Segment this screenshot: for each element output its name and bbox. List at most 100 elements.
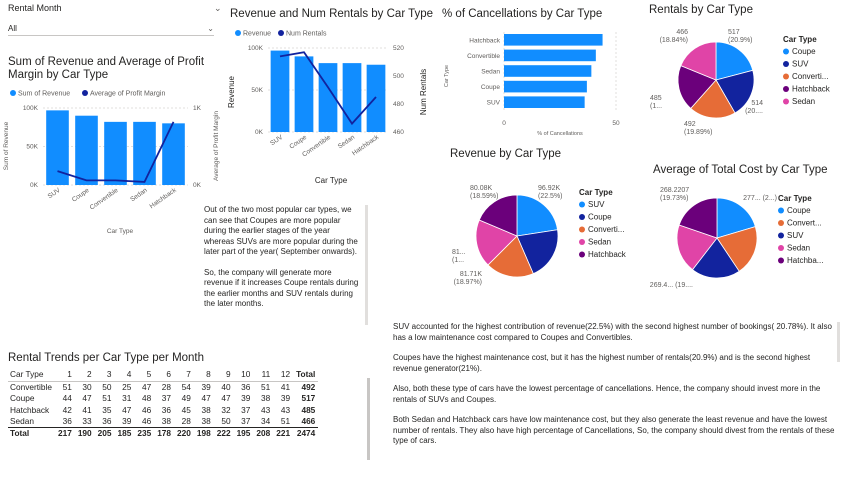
x-tick-label: 50 (612, 120, 620, 127)
slice-label: 269.4... (19.... (650, 282, 693, 289)
column-header[interactable]: 6 (154, 367, 175, 382)
legend-label: Revenue (243, 31, 271, 38)
table-cell: 37 (241, 404, 251, 415)
table-cell: 38 (201, 416, 211, 426)
slice-label: (19.73%) (660, 195, 688, 202)
legend-marker (778, 220, 784, 226)
slice-label: (18.84%) (660, 37, 688, 44)
column-header[interactable]: 2 (74, 367, 95, 382)
table-cell: Hatchback (10, 404, 50, 415)
column-header[interactable]: 7 (174, 367, 194, 382)
table-cell: 51 (261, 382, 271, 392)
table-row: Convertible 51 30 50 25 47 28 54 39 40 36 51 41 492 (8, 381, 318, 393)
column-header[interactable]: 1 (54, 367, 75, 382)
note-paragraph: Also, both these type of cars have the l… (393, 384, 821, 404)
legend-marker (778, 257, 784, 264)
column-header[interactable]: 3 (94, 367, 115, 382)
pie-slice (715, 69, 755, 114)
legend-marker (10, 90, 16, 96)
table-cell: 31 (122, 393, 132, 404)
table-cell: 185 (114, 426, 135, 439)
legend-label: SUV (588, 200, 605, 209)
column-header[interactable]: 8 (193, 367, 214, 382)
note-paragraph: Out of the two most popular car types, w… (204, 205, 358, 256)
table-cell: 178 (154, 426, 175, 439)
y2-tick-label: 500 (393, 73, 404, 80)
chevron-down-icon[interactable]: ⌄ (214, 3, 222, 13)
column-header[interactable]: 5 (134, 367, 155, 382)
table-cell: 49 (181, 393, 191, 404)
table-row: Sedan 36 33 36 39 46 38 28 38 50 37 34 51 466 (8, 416, 318, 428)
slice-label: (20.... (745, 108, 763, 115)
note-paragraph: Coupes have the highest maintenance cost… (393, 353, 811, 373)
legend-label: Sedan (588, 238, 611, 247)
table-cell: 492 (301, 382, 316, 392)
x-axis-label: Car Type (315, 176, 348, 185)
y-tick-label: Hatchback (469, 37, 500, 44)
legend-marker (778, 207, 784, 214)
note-paragraph: SUV accounted for the highest contributi… (393, 322, 832, 342)
rentals-pie-chart: 517(20.9%) 514(20.... 492(19.89%) 485(1... 4… (650, 29, 831, 136)
table-cell: 466 (301, 416, 316, 426)
table-cell: 33 (82, 416, 92, 426)
legend-label: Sum of Revenue (18, 91, 70, 98)
x-tick-label: Hatchback (351, 133, 381, 157)
column-header[interactable]: 12 (273, 367, 294, 382)
pie-slice (478, 194, 518, 237)
column-header[interactable]: Car Type (8, 367, 55, 382)
legend-marker (579, 251, 585, 258)
column-header[interactable]: 9 (213, 367, 234, 382)
slice-label: (19.89%) (684, 129, 712, 136)
chart-title-cancellations: % of Cancellations by Car Type (442, 8, 603, 20)
matrix-scrollbar[interactable] (367, 378, 370, 460)
column-header[interactable]: 11 (253, 367, 274, 382)
table-cell: 45 (181, 404, 191, 415)
pie-slice (676, 224, 718, 271)
note-scrollbar[interactable] (837, 322, 840, 362)
table-cell: 30 (82, 382, 92, 392)
slice-label: (18.59%) (470, 193, 498, 200)
legend-label: Coupe (787, 206, 811, 215)
y-tick-label: 0K (255, 129, 264, 136)
bar (294, 56, 314, 132)
slicer-dropdown[interactable]: All ⌄ (8, 22, 214, 36)
table-cell: 222 (213, 426, 234, 439)
table-cell: 28 (161, 382, 172, 392)
bar (133, 121, 156, 185)
table-cell: 50 (221, 416, 231, 426)
slice-label: 485 (650, 95, 662, 102)
x-tick-label: Sedan (337, 134, 357, 151)
bar (342, 63, 362, 133)
table-cell: 37 (241, 416, 251, 426)
column-header[interactable]: Total (293, 367, 319, 382)
table-row: Coupe 44 47 51 31 48 37 49 47 47 39 38 39 517 (8, 393, 318, 405)
x-tick-label: Hatchback (148, 186, 178, 210)
y2-tick-label: 480 (393, 101, 404, 108)
legend-marker (783, 86, 789, 92)
legend-label: SUV (787, 231, 804, 240)
table-cell: 2474 (293, 426, 319, 439)
column-header[interactable]: 4 (114, 367, 135, 382)
legend-marker (783, 61, 789, 67)
note-scrollbar[interactable] (365, 205, 368, 325)
chart-title-revenue-rentals: Revenue and Num Rentals by Car Type (230, 8, 434, 20)
legend-marker (778, 245, 784, 251)
line-series (279, 51, 377, 126)
table-cell: 39 (241, 393, 251, 404)
pie-slice (690, 79, 736, 119)
table-cell: 46 (141, 416, 152, 426)
table-cell: 221 (273, 426, 294, 439)
rental-trends-matrix: Car Type 1 2 3 4 5 6 7 8 9 10 11 12 Total Convertible 5… (8, 367, 319, 439)
table-cell: 38 (161, 416, 172, 426)
table-cell: 208 (253, 426, 274, 439)
bar (46, 110, 69, 185)
x-tick-label: 0 (502, 120, 506, 127)
table-cell: 41 (280, 382, 291, 392)
table-cell: 48 (141, 393, 152, 404)
legend-label: Converti... (588, 225, 624, 234)
bar (504, 65, 592, 77)
table-cell: 36 (62, 416, 72, 426)
column-header[interactable]: 10 (233, 367, 254, 382)
x-tick-label: Sedan (129, 187, 149, 204)
y-axis-label: Revenue (227, 75, 236, 108)
